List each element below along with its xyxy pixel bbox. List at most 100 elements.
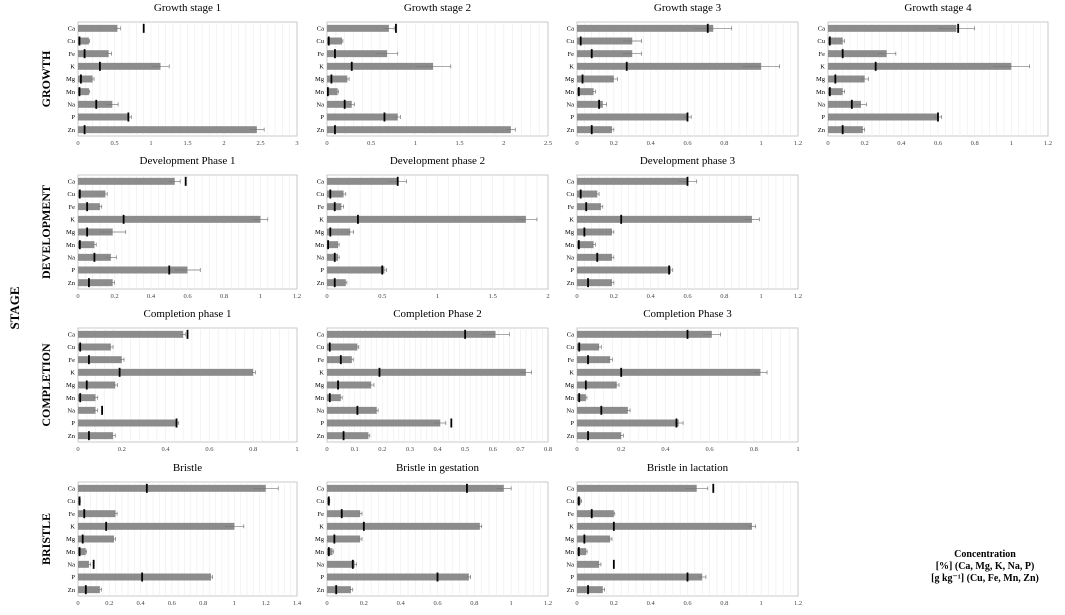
bar-ca xyxy=(327,24,389,32)
bar-mg xyxy=(577,381,617,389)
category-label: Na xyxy=(566,408,574,415)
bar-na xyxy=(577,560,600,568)
x-tick-label: 0.8 xyxy=(220,293,228,300)
x-tick-label: 0.6 xyxy=(683,293,692,300)
bar-mn xyxy=(327,241,339,249)
category-label: Mg xyxy=(66,382,76,389)
panel-title: Development phase 3 xyxy=(640,155,736,167)
category-label: Ca xyxy=(68,332,75,339)
category-label: Mg xyxy=(66,76,76,83)
x-tick-label: 0.6 xyxy=(433,600,442,607)
row-label-completion: COMPLETION xyxy=(39,343,53,427)
bar-zn xyxy=(327,432,369,440)
category-label: Ca xyxy=(317,26,324,33)
bar-p xyxy=(327,573,469,581)
bar-na xyxy=(577,100,603,108)
bar-fe xyxy=(577,510,614,518)
x-tick-label: 1.2 xyxy=(794,293,802,300)
category-label: Zn xyxy=(567,280,575,287)
x-tick-label: 0.7 xyxy=(516,446,525,453)
bar-na xyxy=(78,560,89,568)
category-label: Ca xyxy=(818,26,825,33)
x-tick-label: 0.6 xyxy=(205,446,214,453)
x-tick-label: 0.8 xyxy=(199,600,207,607)
bar-fe xyxy=(78,203,100,211)
category-label: Mn xyxy=(66,89,76,96)
category-label: Zn xyxy=(68,433,76,440)
x-tick-label: 1.5 xyxy=(183,140,191,147)
x-tick-label: 1.5 xyxy=(456,140,464,147)
x-tick-label: 0.2 xyxy=(105,600,113,607)
x-tick-label: 0.2 xyxy=(378,446,386,453)
category-label: Mg xyxy=(565,76,575,83)
category-label: Fe xyxy=(568,511,575,518)
bar-na xyxy=(327,406,377,414)
bar-k xyxy=(577,522,752,530)
category-label: K xyxy=(569,370,574,377)
x-tick-label: 3 xyxy=(295,140,298,147)
x-tick-label: 0.4 xyxy=(147,293,156,300)
x-tick-label: 0 xyxy=(575,293,578,300)
category-label: Zn xyxy=(68,587,76,594)
category-label: Ca xyxy=(317,179,324,186)
category-label: Zn xyxy=(567,127,575,134)
category-label: K xyxy=(70,64,75,71)
bar-k xyxy=(327,215,526,223)
bar-p xyxy=(828,113,938,121)
category-label: Zn xyxy=(567,587,575,594)
panel-title: Development phase 2 xyxy=(390,155,485,167)
category-label: Zn xyxy=(818,127,826,134)
bar-cu xyxy=(577,190,598,198)
category-label: Cu xyxy=(316,191,324,198)
bar-p xyxy=(577,266,671,274)
category-label: Na xyxy=(316,102,324,109)
bar-zn xyxy=(78,126,257,134)
bar-mn xyxy=(577,394,586,402)
panel-title: Completion Phase 2 xyxy=(393,308,482,320)
x-tick-label: 0.2 xyxy=(610,140,618,147)
x-tick-label: 2.5 xyxy=(544,140,552,147)
bar-fe xyxy=(78,510,116,518)
category-label: Mg xyxy=(66,229,76,236)
category-label: Na xyxy=(316,562,324,569)
row-label-bristle: BRISTLE xyxy=(39,513,53,565)
category-label: Zn xyxy=(317,587,325,594)
bar-k xyxy=(78,368,254,376)
bar-fe xyxy=(327,510,361,518)
category-label: Cu xyxy=(67,38,75,45)
bar-p xyxy=(577,419,679,427)
bar-cu xyxy=(327,37,343,45)
bar-p xyxy=(577,113,688,121)
x-tick-label: 0 xyxy=(575,446,578,453)
bar-ca xyxy=(577,484,697,492)
category-label: Cu xyxy=(67,191,75,198)
category-label: Na xyxy=(566,562,574,569)
panel-title: Bristle in lactation xyxy=(647,462,729,474)
bar-ca xyxy=(78,177,175,185)
bar-zn xyxy=(78,432,114,440)
x-tick-label: 0.8 xyxy=(249,446,257,453)
x-tick-label: 0 xyxy=(76,140,79,147)
bar-mg xyxy=(78,381,116,389)
category-label: Mg xyxy=(816,76,826,83)
category-label: Fe xyxy=(69,357,76,364)
category-label: K xyxy=(319,524,324,531)
category-label: P xyxy=(71,267,75,274)
category-label: Na xyxy=(67,255,75,262)
category-label: Mg xyxy=(315,382,325,389)
x-tick-label: 2.5 xyxy=(256,140,264,147)
category-label: P xyxy=(570,420,574,427)
category-label: Mn xyxy=(66,549,76,556)
bar-mn xyxy=(78,548,86,556)
x-tick-label: 1 xyxy=(1010,140,1013,147)
category-label: Mn xyxy=(315,395,325,402)
category-label: K xyxy=(319,217,324,224)
bar-k xyxy=(828,62,1012,70)
category-label: Mn xyxy=(66,395,76,402)
category-label: Ca xyxy=(317,332,324,339)
bar-ca xyxy=(78,24,118,32)
bar-mg xyxy=(577,228,612,236)
category-label: Fe xyxy=(568,204,575,211)
bar-na xyxy=(327,100,352,108)
bar-fe xyxy=(327,50,388,58)
